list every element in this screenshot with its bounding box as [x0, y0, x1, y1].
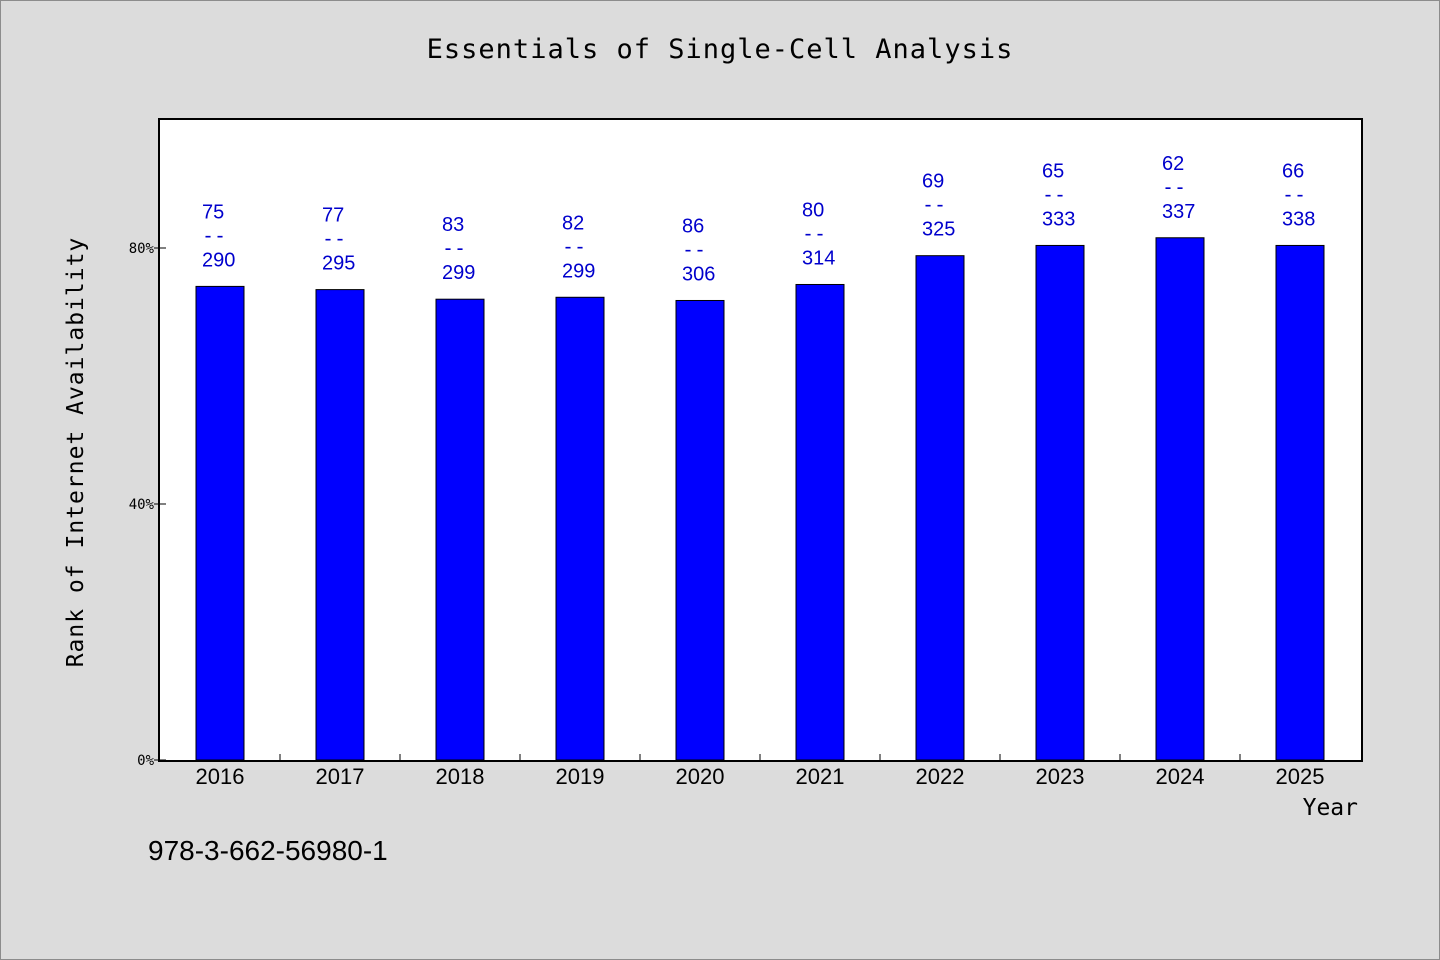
x-tick-label: 2016 [196, 764, 245, 789]
bar-label-bottom: 299 [562, 260, 595, 282]
x-tick-label: 2021 [796, 764, 845, 789]
bar [915, 255, 965, 761]
bar-label-top: 80 [802, 199, 824, 221]
bar-label-top: 62 [1162, 153, 1184, 175]
y-tick-label: 80% [129, 241, 155, 257]
bar-label-bottom: 338 [1282, 208, 1315, 230]
bar [195, 285, 245, 761]
chart-title: Essentials of Single-Cell Analysis [426, 34, 1014, 65]
bar-label-bottom: 290 [202, 249, 235, 271]
x-tick-label: 2025 [1276, 764, 1325, 789]
bar [675, 299, 725, 761]
bar [795, 283, 845, 761]
bar-label-separator: -- [922, 193, 946, 217]
bar-label-top: 83 [442, 214, 464, 236]
bar-label-top: 66 [1282, 160, 1304, 182]
bar-label-separator: -- [562, 234, 586, 258]
bar-label-separator: -- [1282, 182, 1306, 206]
bar-label-separator: -- [1162, 175, 1186, 199]
bar [435, 298, 485, 761]
x-tick-label: 2023 [1036, 764, 1085, 789]
bar-label-bottom: 333 [1042, 208, 1075, 230]
bar-label-top: 75 [202, 201, 224, 223]
bar-label-bottom: 337 [1162, 201, 1195, 223]
bar-label-top: 65 [1042, 160, 1064, 182]
y-tick-label: 0% [137, 753, 154, 769]
bar-label-bottom: 299 [442, 262, 475, 284]
bar-label-separator: -- [682, 237, 706, 261]
isbn-text: 978-3-662-56980-1 [148, 835, 388, 866]
bar [555, 296, 605, 761]
x-axis-label: Year [1302, 795, 1358, 821]
bar-label-separator: -- [322, 227, 346, 251]
bar [315, 289, 365, 761]
bar-label-top: 77 [322, 205, 344, 227]
bar-label-top: 69 [922, 171, 944, 193]
x-tick-label: 2020 [676, 764, 725, 789]
bar-label-separator: -- [202, 223, 226, 247]
bar-label-separator: -- [1042, 182, 1066, 206]
bar [1155, 237, 1205, 761]
bar-label-bottom: 314 [802, 247, 835, 269]
bar-label-top: 82 [562, 212, 584, 234]
x-tick-label: 2019 [556, 764, 605, 789]
bar [1035, 244, 1085, 761]
bar-label-bottom: 295 [322, 253, 355, 275]
bar-label-bottom: 306 [682, 263, 715, 285]
x-tick-label: 2018 [436, 764, 485, 789]
bar-label-separator: -- [802, 221, 826, 245]
bar-label-top: 86 [682, 215, 704, 237]
x-tick-label: 2022 [916, 764, 965, 789]
bar-label-separator: -- [442, 236, 466, 260]
y-axis-label: Rank of Internet Availability [63, 236, 89, 668]
y-tick-label: 40% [129, 497, 155, 513]
bar-label-bottom: 325 [922, 219, 955, 241]
x-tick-label: 2017 [316, 764, 365, 789]
x-tick-label: 2024 [1156, 764, 1205, 789]
bar [1275, 244, 1325, 761]
